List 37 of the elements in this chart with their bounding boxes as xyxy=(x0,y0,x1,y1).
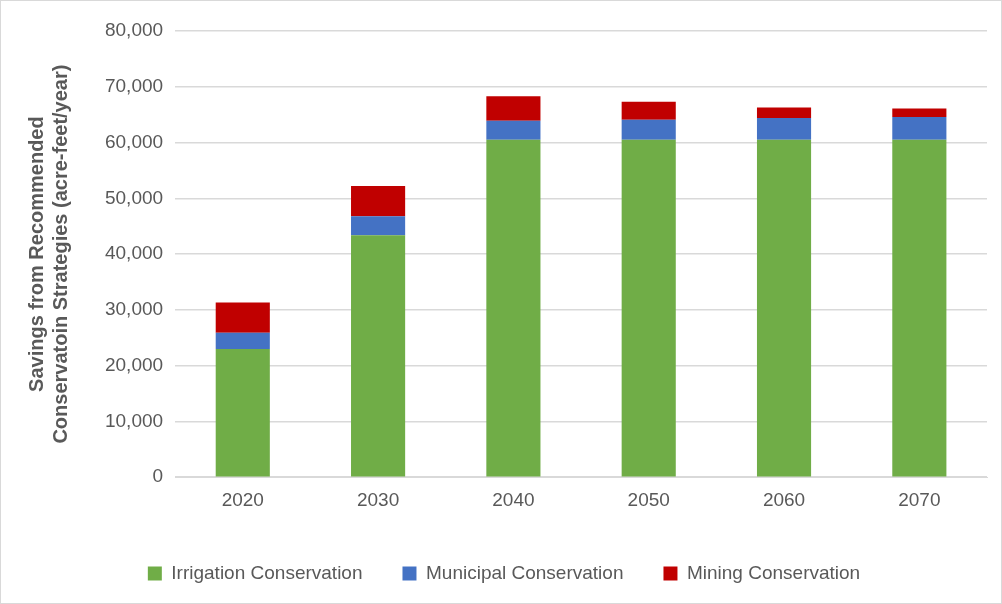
bar xyxy=(351,216,406,236)
bar xyxy=(756,139,812,477)
y-tick-label: 40,000 xyxy=(104,242,164,264)
y-tick-label: 20,000 xyxy=(104,353,164,375)
x-tick-label: 2040 xyxy=(492,488,535,510)
x-tick-label: 2020 xyxy=(221,488,264,510)
x-tick-label: 2070 xyxy=(898,488,941,510)
bar xyxy=(756,118,812,140)
y-tick-label: 30,000 xyxy=(104,298,164,320)
y-axis-title: Savings from Recommended Conservatoin Strategies (acre-feet/year) xyxy=(24,64,71,444)
y-tick-label: 0 xyxy=(152,465,164,487)
x-tick-label: 2050 xyxy=(627,488,670,510)
bar xyxy=(486,139,541,477)
legend-label: Mining Conservation xyxy=(686,561,861,583)
legend-label: Municipal Conservation xyxy=(425,561,624,583)
x-tick-label: 2060 xyxy=(762,488,806,510)
y-tick-label: 70,000 xyxy=(104,75,164,97)
x-tick-label: 2030 xyxy=(356,488,400,510)
bar xyxy=(215,332,270,349)
bar xyxy=(892,108,947,117)
y-tick-label: 10,000 xyxy=(104,409,164,431)
bar xyxy=(351,186,406,217)
y-tick-label: 80,000 xyxy=(104,19,164,41)
bar xyxy=(756,107,812,119)
bar xyxy=(486,120,541,140)
bar xyxy=(351,235,406,477)
bar xyxy=(486,96,541,121)
bar xyxy=(215,348,270,477)
bar xyxy=(215,302,270,333)
legend-label: Irrigation Conservation xyxy=(171,561,363,583)
bar xyxy=(892,116,947,140)
bar xyxy=(892,139,947,477)
bar xyxy=(621,119,676,140)
y-tick-label: 60,000 xyxy=(104,130,164,152)
bar xyxy=(621,101,676,120)
bar xyxy=(621,139,676,477)
y-tick-label: 50,000 xyxy=(104,186,164,208)
